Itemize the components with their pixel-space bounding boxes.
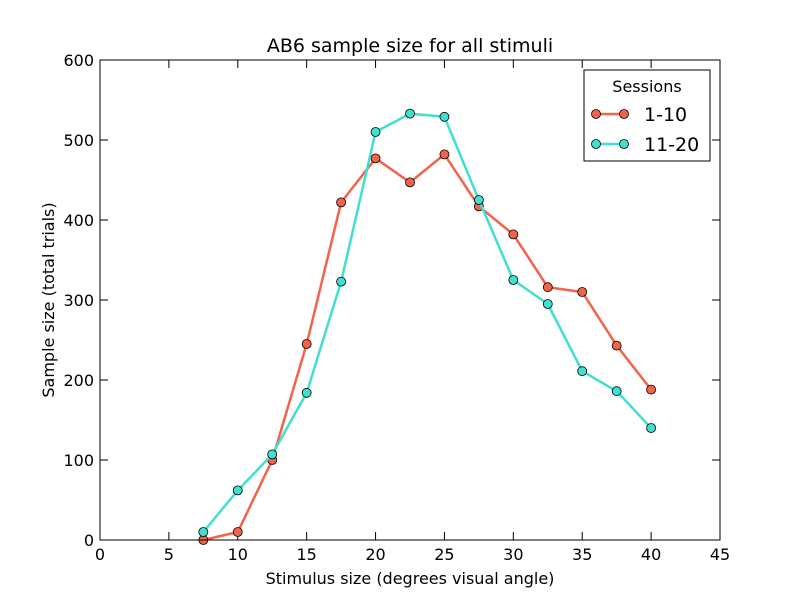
x-tick-labels: 0 5 10 15 20 25 30 35 40 45: [95, 545, 730, 564]
legend-frame: [583, 69, 711, 162]
data-point: [370, 153, 381, 164]
data-point: [577, 287, 588, 297]
data-point: [405, 108, 415, 119]
x-tick-label: 20: [365, 545, 385, 564]
y-tick-label: 200: [63, 371, 94, 390]
y-axis-label: Sample size (total trials): [39, 202, 58, 397]
legend-entries: 1-10 11-20: [591, 104, 699, 156]
legend-marker: [619, 139, 629, 149]
legend-marker: [619, 109, 629, 119]
data-point: [508, 229, 519, 240]
plot-frame: [99, 59, 721, 541]
legend-marker: [591, 139, 601, 149]
y-tick-label: 0: [84, 531, 94, 550]
data-point: [646, 384, 657, 395]
legend-title: Sessions: [612, 77, 681, 96]
data-point: [301, 387, 312, 398]
x-tick-label: 15: [296, 545, 316, 564]
y-tick-label: 500: [63, 131, 94, 150]
series-line: [202, 112, 653, 533]
data-point: [405, 177, 415, 188]
x-tick-label: 0: [95, 545, 105, 564]
legend-label: 11-20: [644, 134, 699, 156]
x-tick-label: 5: [164, 545, 174, 564]
series-line: [203, 153, 653, 542]
legend-marker: [591, 109, 601, 119]
x-axis-label: Stimulus size (degrees visual angle): [266, 569, 555, 588]
data-point: [267, 449, 278, 460]
chart-title: AB6 sample size for all stimuli: [267, 35, 553, 57]
data-point: [232, 485, 243, 496]
data-point: [577, 366, 588, 377]
data-point: [439, 111, 450, 122]
y-tick-label: 600: [63, 51, 94, 70]
x-tick-label: 35: [572, 545, 592, 564]
data-point: [508, 275, 519, 285]
x-tick-label: 45: [710, 545, 730, 564]
data-point: [301, 339, 312, 349]
data-point: [611, 340, 622, 351]
series-2: [198, 108, 657, 537]
legend-entry: 11-20: [591, 134, 699, 156]
series-1: [198, 149, 657, 545]
x-tick-label: 30: [503, 545, 523, 564]
data-point: [336, 276, 347, 287]
series-group: [198, 108, 657, 545]
data-point: [542, 299, 553, 309]
data-point: [232, 527, 243, 537]
data-point: [611, 386, 622, 397]
data-point: [542, 282, 553, 293]
legend-label: 1-10: [644, 104, 687, 126]
y-tick-labels: 0 100 200 300 400 500 600: [63, 51, 94, 550]
x-tick-label: 25: [434, 545, 454, 564]
data-point: [336, 197, 347, 208]
data-point: [370, 127, 381, 137]
y-tick-label: 300: [63, 291, 94, 310]
data-point: [473, 195, 484, 205]
x-tick-label: 40: [641, 545, 661, 564]
legend: Sessions 1-10 11-20: [583, 69, 711, 162]
x-tick-label: 10: [228, 545, 248, 564]
y-tick-label: 100: [63, 451, 94, 470]
data-point: [198, 527, 209, 537]
data-point: [439, 149, 450, 160]
data-point: [646, 423, 657, 433]
legend-entry: 1-10: [591, 104, 687, 126]
y-tick-label: 400: [63, 211, 94, 230]
